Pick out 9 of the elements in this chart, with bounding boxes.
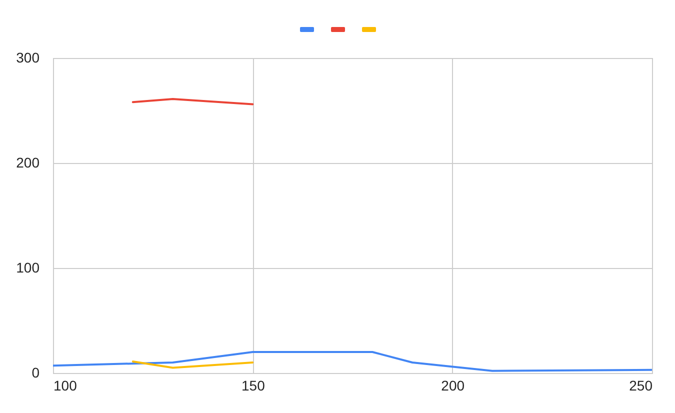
x-tick-label: 100 [54, 378, 78, 394]
y-tick-label: 300 [16, 50, 40, 66]
y-tick-label: 200 [16, 154, 40, 170]
line-series [53, 351, 652, 372]
x-tick-label: 150 [241, 378, 266, 394]
y-tick-label: 0 [32, 364, 40, 380]
y-tick-label: 100 [16, 260, 40, 276]
x-tick-label: 250 [629, 378, 653, 394]
x-tick-label: 200 [441, 378, 465, 394]
